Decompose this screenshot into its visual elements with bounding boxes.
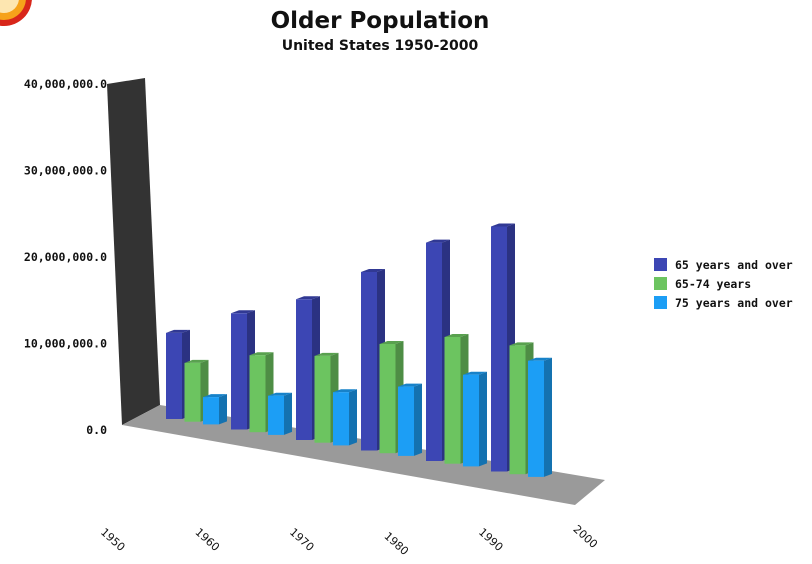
bar-front: [296, 299, 312, 440]
legend: 65 years and over 65-74 years 75 years and…: [654, 258, 793, 310]
bar-side: [479, 371, 487, 467]
bar-top: [314, 352, 339, 356]
x-tick-label: 1950: [98, 526, 128, 554]
legend-label: 65-74 years: [675, 277, 751, 291]
bar-front: [166, 332, 182, 419]
bar-top: [491, 223, 515, 227]
bar-front: [314, 355, 331, 443]
bar-front: [249, 355, 266, 433]
bar-front: [333, 392, 349, 446]
bar-front: [444, 337, 461, 464]
bar-top: [333, 389, 357, 393]
y-tick-label: 30,000,000.0: [24, 164, 107, 178]
bar-side: [284, 392, 292, 435]
bar-top: [184, 359, 209, 363]
x-tick-label: 1960: [192, 526, 222, 554]
bar-front: [426, 242, 442, 461]
x-tick-label: 1990: [476, 526, 506, 554]
bar: [463, 371, 487, 467]
bar-top: [528, 357, 552, 361]
bar-front: [491, 226, 507, 472]
bar-side: [219, 394, 227, 425]
y-axis: 0.0 10,000,000.0 20,000,000.0 30,000,000.0 4…: [24, 77, 107, 437]
bar: [333, 389, 357, 446]
x-tick-label: 2000: [570, 523, 600, 551]
logo-badge: [0, 0, 32, 26]
x-axis: 1950 1960 1970 1980 1990 2000: [98, 523, 600, 558]
bar-front: [463, 374, 479, 467]
legend-label: 65 years and over: [675, 258, 793, 272]
bar-front: [379, 344, 396, 454]
bar-top: [203, 394, 227, 398]
bar: [203, 394, 227, 425]
bar-front: [528, 360, 544, 477]
bar-top: [398, 383, 422, 387]
x-tick-label: 1970: [287, 526, 317, 554]
bar-front: [268, 395, 284, 435]
bar-top: [509, 342, 534, 346]
bar-front: [509, 345, 526, 475]
legend-label: 75 years and over: [675, 296, 793, 310]
y-tick-label: 20,000,000.0: [24, 250, 107, 264]
y-tick-label: 10,000,000.0: [24, 337, 107, 351]
chart-subtitle: United States 1950-2000: [282, 38, 479, 54]
bar-side: [414, 383, 422, 456]
bar-top: [379, 341, 404, 345]
chart-floor: [122, 405, 605, 505]
bar-side: [349, 389, 357, 446]
bar: [268, 392, 292, 435]
bar-top: [166, 329, 190, 333]
bar-top: [463, 371, 487, 375]
legend-swatch: [654, 258, 667, 271]
bar-top: [249, 352, 274, 356]
bar-front: [361, 272, 377, 451]
bar-top: [296, 296, 320, 300]
bar-top: [268, 392, 292, 396]
bar-top: [361, 269, 385, 272]
bars-group: [166, 223, 552, 477]
legend-swatch: [654, 296, 667, 309]
x-tick-label: 1980: [381, 530, 411, 558]
bar-side: [544, 357, 552, 477]
chart-title: Older Population: [271, 8, 490, 34]
bar-front: [184, 362, 201, 422]
bar: [528, 357, 552, 477]
bar-front: [231, 313, 247, 430]
bar-top: [444, 334, 469, 338]
legend-swatch: [654, 277, 667, 290]
bar-front: [398, 386, 414, 456]
y-tick-label: 0.0: [86, 423, 107, 437]
y-tick-label: 40,000,000.0: [24, 77, 107, 91]
bar-top: [426, 239, 450, 243]
bar-top: [231, 310, 255, 314]
bar-front: [203, 397, 219, 425]
chart-back-wall: [107, 78, 160, 425]
bar: [398, 383, 422, 456]
